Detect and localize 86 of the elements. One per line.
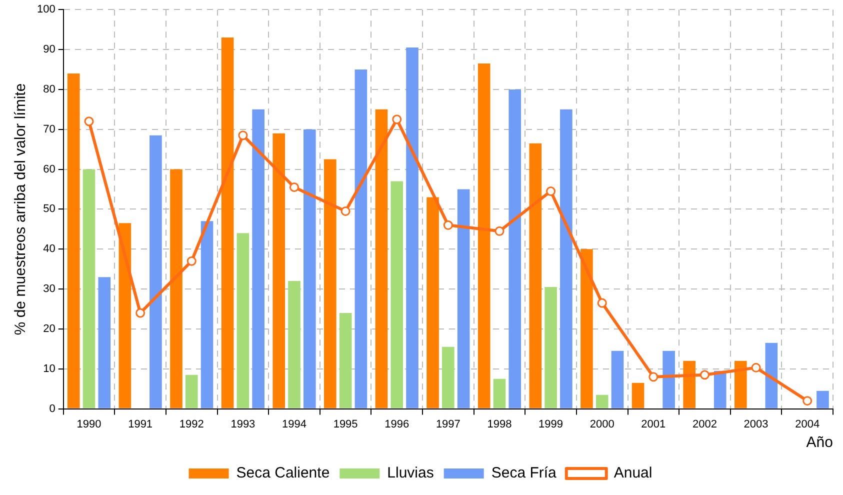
bar xyxy=(529,143,542,408)
x-tick-label: 1997 xyxy=(436,418,460,430)
x-tick-label: 2001 xyxy=(641,418,666,430)
bar xyxy=(288,281,300,408)
bar xyxy=(632,382,644,408)
bar xyxy=(252,109,264,408)
y-tick-label: 30 xyxy=(43,283,56,296)
bar xyxy=(816,390,829,408)
y-tick-label: 90 xyxy=(43,44,56,56)
bar xyxy=(303,129,316,408)
x-tick-label: 2003 xyxy=(744,418,768,430)
x-tick-label: 1998 xyxy=(487,418,512,430)
bar xyxy=(662,350,675,408)
x-tick-label: 1999 xyxy=(538,418,564,430)
bar xyxy=(734,360,747,408)
legend-label: Seca Caliente xyxy=(236,464,330,482)
bar xyxy=(150,135,162,408)
bar xyxy=(324,159,336,408)
x-tick-label: 2004 xyxy=(795,418,820,430)
x-tick-label: 1991 xyxy=(128,418,153,430)
x-tick-label: 1994 xyxy=(282,418,306,430)
bar xyxy=(185,374,198,408)
point xyxy=(494,226,504,236)
point xyxy=(597,298,607,308)
legend-label: Seca Fría xyxy=(491,464,558,482)
y-tick-label: 70 xyxy=(43,123,56,136)
point xyxy=(84,116,94,126)
bar xyxy=(272,133,286,408)
bar xyxy=(98,277,111,408)
point xyxy=(392,114,402,124)
y-tick-label: 50 xyxy=(43,203,56,216)
bar xyxy=(611,350,624,408)
bar xyxy=(236,233,250,408)
bar xyxy=(508,89,522,408)
x-tick-label: 2002 xyxy=(692,418,717,430)
bar xyxy=(375,109,388,408)
bar xyxy=(596,394,608,408)
y-tick-label: 10 xyxy=(43,362,56,375)
bar xyxy=(580,249,593,408)
point xyxy=(186,256,196,266)
bar xyxy=(714,370,726,408)
bar xyxy=(765,342,778,408)
point xyxy=(443,220,453,230)
legend-label: Anual xyxy=(614,464,652,482)
x-tick-label: 1990 xyxy=(76,418,102,430)
point xyxy=(751,362,761,372)
legend-label: Lluvias xyxy=(387,464,434,482)
point xyxy=(546,186,556,196)
point xyxy=(802,396,812,406)
point xyxy=(340,206,350,216)
point xyxy=(136,308,146,318)
bar xyxy=(200,221,214,408)
bar xyxy=(683,360,696,408)
x-tick-label: 1996 xyxy=(384,418,410,430)
point xyxy=(648,372,658,382)
x-axis-title: Año xyxy=(806,434,833,452)
point xyxy=(289,182,299,192)
y-axis-title: % de muestreos arriba del valor límite xyxy=(12,83,30,336)
bar xyxy=(544,287,557,408)
bar xyxy=(390,181,404,408)
x-tick-label: 2000 xyxy=(590,418,614,430)
point xyxy=(238,130,248,140)
y-tick-label: 40 xyxy=(43,243,56,256)
y-tick-label: 80 xyxy=(43,83,56,96)
bar xyxy=(457,189,470,408)
x-tick-label: 1995 xyxy=(333,418,358,430)
x-tick-label: 1993 xyxy=(230,418,256,430)
bar xyxy=(118,223,132,408)
y-tick-label: 60 xyxy=(43,163,56,176)
bar xyxy=(170,169,182,408)
y-tick-label: 100 xyxy=(36,4,56,16)
point xyxy=(700,370,710,380)
bar xyxy=(406,48,418,408)
bar xyxy=(354,69,368,408)
bar xyxy=(339,312,352,408)
bar xyxy=(493,378,506,408)
bar xyxy=(221,38,234,408)
bar xyxy=(560,109,572,408)
y-tick-label: 0 xyxy=(49,402,56,415)
bar xyxy=(426,197,439,408)
bar xyxy=(442,346,454,408)
y-tick-label: 20 xyxy=(43,322,56,335)
bar xyxy=(478,63,490,408)
x-tick-label: 1992 xyxy=(179,418,204,430)
bar xyxy=(67,73,80,408)
bar xyxy=(82,169,96,408)
